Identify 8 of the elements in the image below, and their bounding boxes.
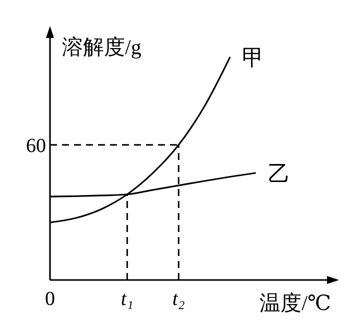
series-label: 乙: [268, 160, 290, 186]
y-axis-title: 溶解度/g: [62, 35, 142, 59]
text: 60: [26, 134, 46, 157]
x-tick-label: 0: [45, 288, 55, 310]
x-tick-label: t₁: [120, 288, 134, 310]
x-axis-title: 温度/℃: [260, 291, 331, 315]
x-tick-label: t₂: [172, 288, 185, 310]
series-label: 甲: [242, 45, 264, 70]
